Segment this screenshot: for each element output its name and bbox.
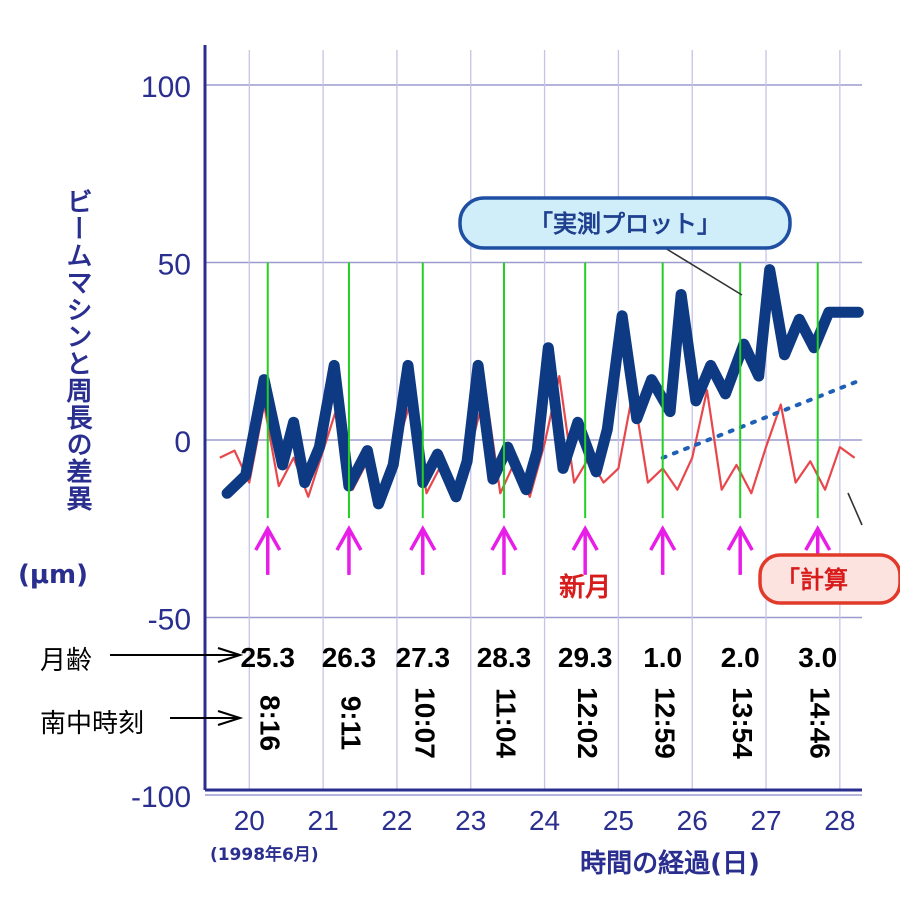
series-layer: [219, 264, 864, 510]
x-tick-label: 20: [234, 805, 265, 836]
moon-age-value: 29.3: [558, 642, 613, 673]
grid: [205, 50, 862, 796]
transit-time-value: 14:46: [804, 687, 835, 759]
y-tick-label: 100: [141, 71, 191, 104]
axes: [203, 45, 862, 792]
transit-arrowhead: [804, 525, 832, 551]
transit-row-label: 南中時刻: [40, 709, 145, 739]
y-tick-label: -50: [148, 604, 191, 637]
transit-time-value: 10:07: [409, 687, 440, 759]
transit-time-value: 8:16: [254, 695, 285, 751]
calc-callout-box: [758, 553, 900, 605]
moon-age-row-label: 月齢: [40, 646, 93, 676]
transit-arrowhead: [335, 525, 363, 551]
moon-age-value: 2.0: [721, 642, 760, 673]
measured-callout-line: [664, 247, 743, 296]
transit-arrowhead: [726, 525, 754, 551]
x-tick-label: 28: [824, 805, 855, 836]
x-tick-label: 26: [677, 805, 708, 836]
x-axis-label: 時間の経過(日): [580, 848, 760, 879]
x-tick-label: 24: [529, 805, 560, 836]
transit-time-value: 12:59: [649, 687, 680, 759]
transit-arrowhead: [490, 525, 518, 551]
moon-age-arrowhead: [217, 647, 244, 663]
y-axis-unit: (μm): [18, 560, 88, 590]
moon-age-value: 26.3: [322, 642, 377, 673]
x-tick-label: 22: [381, 805, 412, 836]
x-tick-label: 27: [750, 805, 781, 836]
measured-callout-text: 「実測プロット」: [529, 210, 721, 238]
y-axis-label: ビームマシンと周長の差異: [62, 188, 92, 512]
labels: 100 50 0 -50 -100 20 21 22 23 24 25 26 27 28 (1998年6月)…: [110, 71, 900, 879]
transit-time-value: 9:11: [336, 696, 367, 751]
x-tick-label: 21: [308, 805, 339, 836]
transit-marks: [254, 262, 832, 575]
moon-age-value: 27.3: [396, 642, 451, 673]
transit-arrowhead: [217, 710, 244, 726]
series-measured-line: [221, 264, 864, 510]
transit-time-value: 13:54: [727, 687, 758, 759]
transit-arrowhead: [649, 525, 677, 551]
transit-arrowhead: [571, 525, 599, 551]
y-tick-label: 50: [158, 249, 191, 282]
measured-callout-box: [458, 196, 792, 250]
x-axis-sublabel: (1998年6月): [210, 844, 319, 865]
transit-time-value: 12:02: [572, 687, 603, 759]
moon-age-value: 1.0: [643, 642, 682, 673]
new-moon-label: 新月: [559, 572, 611, 603]
moon-age-value: 28.3: [477, 642, 532, 673]
transit-arrowhead: [254, 525, 282, 551]
calc-callout-line: [847, 492, 863, 526]
x-tick-label: 23: [455, 805, 486, 836]
transit-arrowhead: [409, 525, 437, 551]
series-trend-dotted: [660, 377, 864, 460]
calc-callout-text: 「計算: [776, 566, 848, 594]
moon-age-value: 25.3: [240, 642, 295, 673]
transit-time-value: 11:04: [491, 688, 522, 758]
x-tick-label: 25: [603, 805, 634, 836]
y-tick-label: 0: [174, 426, 191, 459]
moon-age-value: 3.0: [798, 642, 837, 673]
y-tick-label: -100: [131, 781, 191, 814]
